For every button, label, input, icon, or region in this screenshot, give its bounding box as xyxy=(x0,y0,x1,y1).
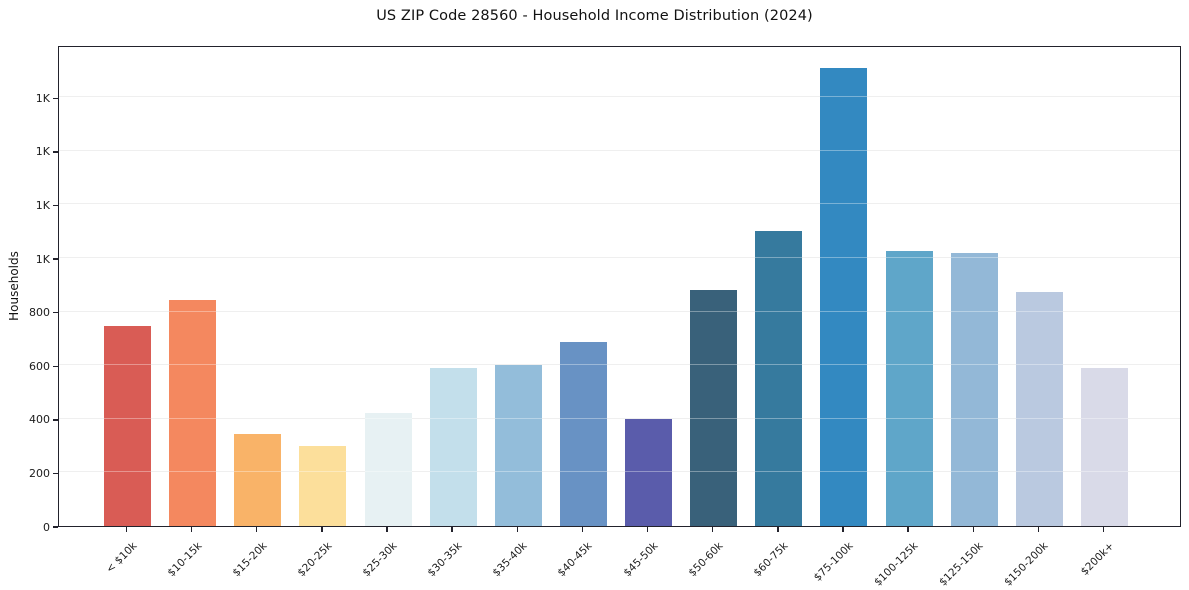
x-axis-tick xyxy=(777,527,779,532)
bar-10-15k xyxy=(169,299,217,526)
x-axis-tick xyxy=(1102,527,1105,532)
gridline-highlight xyxy=(59,149,1180,151)
gridline-highlight xyxy=(59,310,1180,312)
y-tick-label: 600 xyxy=(29,359,50,373)
gridline-highlight xyxy=(59,203,1180,205)
x-tick-label: $25-30k xyxy=(360,540,400,580)
bar-10k xyxy=(104,326,151,526)
y-tick-label: 800 xyxy=(29,306,50,320)
x-axis-tick xyxy=(451,527,453,532)
gridline-highlight xyxy=(59,96,1180,98)
x-tick-label: < $10k xyxy=(103,540,139,576)
gridline xyxy=(59,364,1180,366)
bar-100-125k xyxy=(885,251,933,526)
bar-40-45k xyxy=(559,342,607,526)
plot-area xyxy=(58,46,1181,527)
bar-35-40k xyxy=(494,365,542,526)
gridline xyxy=(59,310,1180,312)
x-tick-label: $20-25k xyxy=(295,540,335,580)
y-tick-label: 0 xyxy=(43,520,50,534)
bar-75-100k xyxy=(820,67,868,526)
x-axis-tick xyxy=(190,527,193,532)
x-tick-label: $100-125k xyxy=(872,540,921,589)
gridline-highlight xyxy=(59,257,1180,259)
y-axis-tick xyxy=(52,151,58,153)
y-tick-label: 1K xyxy=(35,145,50,159)
y-tick-label: 1K xyxy=(35,198,50,212)
x-tick-label: $75-100k xyxy=(811,540,856,584)
x-axis-tick xyxy=(646,527,649,532)
x-tick-label: $60-75k xyxy=(751,540,791,580)
gridline xyxy=(59,257,1180,259)
y-tick-label: 1K xyxy=(35,252,50,266)
x-axis-tick xyxy=(1037,527,1040,532)
x-axis-tick xyxy=(972,527,974,532)
y-tick-label: 1K xyxy=(35,91,50,105)
gridline xyxy=(59,471,1180,473)
y-tick-label: 400 xyxy=(29,413,50,427)
x-axis-tick xyxy=(386,527,388,532)
x-axis-tick xyxy=(321,527,323,532)
gridline-highlight xyxy=(59,417,1180,419)
x-tick-label: $50-60k xyxy=(686,540,726,580)
gridline xyxy=(59,203,1180,205)
bar-45-50k xyxy=(625,418,673,526)
bar-30-35k xyxy=(429,367,477,526)
y-axis-tick xyxy=(52,472,58,475)
gridline-highlight xyxy=(59,471,1180,473)
bar-15-20k xyxy=(234,433,282,526)
x-tick-label: $15-20k xyxy=(230,540,270,580)
x-tick-label: $200k+ xyxy=(1078,540,1116,578)
x-tick-label: $40-45k xyxy=(555,540,595,580)
x-tick-label: $150-200k xyxy=(1002,540,1051,589)
x-tick-label: $45-50k xyxy=(620,540,661,580)
y-axis-tick xyxy=(52,526,58,528)
x-axis-tick xyxy=(907,527,909,532)
bar-150-200k xyxy=(1015,291,1063,526)
y-axis-tick xyxy=(52,311,58,314)
gridline xyxy=(59,149,1180,151)
x-axis-tick xyxy=(256,527,258,532)
y-axis-tick xyxy=(52,365,58,367)
gridline-highlight xyxy=(59,364,1180,366)
gridline xyxy=(59,96,1180,98)
bar-60-75k xyxy=(755,231,803,526)
x-axis-tick xyxy=(581,527,584,532)
x-axis-tick xyxy=(516,527,518,532)
x-tick-label: $10-15k xyxy=(165,540,205,580)
y-axis-tick xyxy=(52,204,58,207)
bar-25-30k xyxy=(364,413,412,526)
y-axis-tick xyxy=(52,419,58,421)
bar-125-150k xyxy=(950,252,998,526)
x-axis-tick xyxy=(842,527,844,532)
y-axis-tick xyxy=(52,97,58,99)
chart-title: US ZIP Code 28560 - Household Income Dis… xyxy=(376,8,813,24)
x-tick-label: $35-40k xyxy=(490,540,530,580)
x-tick-label: $30-35k xyxy=(425,540,465,580)
bar-20-25k xyxy=(299,445,347,526)
y-tick-label: 200 xyxy=(29,466,50,480)
gridline xyxy=(59,417,1180,419)
x-tick-label: $125-150k xyxy=(937,540,986,589)
bar-50-60k xyxy=(690,290,738,526)
y-axis-tick xyxy=(52,258,58,260)
bar-200k xyxy=(1081,367,1128,526)
x-axis-tick xyxy=(712,527,714,532)
x-axis-tick xyxy=(125,527,128,532)
